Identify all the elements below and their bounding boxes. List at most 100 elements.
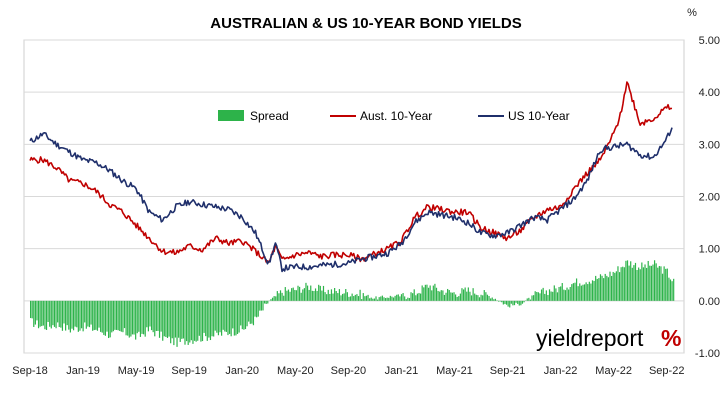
- spread-bar: [375, 296, 377, 301]
- spread-bar: [611, 275, 613, 301]
- spread-bar: [442, 290, 444, 301]
- spread-bar: [213, 300, 215, 337]
- spread-bar: [158, 300, 161, 338]
- spread-bar: [79, 300, 81, 331]
- spread-bar: [143, 300, 145, 335]
- spread-bar: [408, 298, 411, 301]
- spread-bar: [531, 295, 533, 301]
- spread-bar: [313, 291, 315, 301]
- spread-bar: [310, 285, 312, 301]
- spread-bar: [488, 295, 490, 301]
- spread-bar: [603, 278, 605, 301]
- spread-bar: [399, 296, 401, 301]
- spread-bar: [187, 300, 189, 345]
- spread-bar: [523, 300, 525, 303]
- spread-bar: [90, 300, 92, 325]
- spread-bar: [209, 300, 212, 341]
- spread-bar: [330, 289, 333, 301]
- spread-bar: [52, 300, 54, 326]
- spread-bar: [509, 300, 511, 308]
- x-tick-label: May-19: [118, 365, 155, 377]
- spread-bar: [580, 285, 582, 301]
- spread-bar: [372, 298, 374, 301]
- spread-bar: [529, 299, 532, 301]
- spread-bar: [601, 275, 603, 301]
- x-tick-label: Jan-22: [544, 365, 578, 377]
- spread-bar: [518, 300, 520, 306]
- spread-bar: [200, 300, 202, 342]
- spread-bar: [300, 292, 302, 301]
- spread-bar: [470, 295, 473, 301]
- spread-bar: [583, 284, 586, 301]
- spread-bar: [214, 300, 216, 331]
- spread-bar: [63, 300, 65, 324]
- spread-bar: [561, 283, 563, 301]
- spread-series: [30, 260, 675, 347]
- spread-bar: [155, 300, 157, 331]
- spread-bar: [195, 300, 197, 342]
- spread-bar: [517, 300, 519, 304]
- spread-bar: [308, 289, 310, 301]
- spread-bar: [415, 295, 417, 301]
- spread-bar: [221, 300, 223, 336]
- spread-bar: [233, 300, 235, 336]
- spread-bar: [486, 294, 489, 301]
- spread-bar: [568, 289, 570, 301]
- spread-bar: [71, 300, 73, 329]
- spread-bar: [365, 295, 368, 301]
- spread-bar: [513, 300, 516, 306]
- spread-bar: [448, 290, 450, 301]
- spread-bar: [558, 286, 560, 301]
- spread-bar: [203, 300, 205, 333]
- spread-bar: [246, 300, 248, 327]
- spread-bar: [665, 268, 667, 301]
- spread-bar: [599, 274, 602, 301]
- spread-bar: [95, 300, 97, 330]
- spread-bar: [451, 292, 454, 301]
- spread-bar: [606, 275, 608, 301]
- spread-bar: [283, 295, 285, 301]
- spread-bar: [58, 300, 60, 327]
- spread-bar: [394, 295, 396, 301]
- spread-bar: [82, 300, 84, 332]
- spread-bar: [256, 300, 258, 318]
- spread-bar: [653, 260, 656, 301]
- spread-bar: [275, 296, 277, 301]
- spread-bar: [127, 300, 129, 336]
- spread-bar: [337, 293, 339, 301]
- spread-bar: [389, 295, 391, 301]
- spread-bar: [657, 267, 659, 301]
- spread-bar: [566, 287, 568, 301]
- spread-bar: [329, 293, 331, 301]
- spread-bar: [618, 272, 621, 301]
- spread-bar: [41, 300, 43, 327]
- spread-bar: [182, 300, 185, 339]
- spread-bar: [254, 300, 256, 317]
- spread-bar: [392, 297, 395, 301]
- spread-bar: [555, 288, 557, 301]
- spread-bar: [322, 285, 325, 301]
- spread-bar: [55, 300, 57, 329]
- spread-bar: [53, 300, 56, 327]
- spread-bar: [128, 300, 130, 338]
- spread-bar: [636, 270, 638, 301]
- spread-bar: [445, 292, 447, 301]
- spread-bar: [49, 300, 51, 327]
- spread-bar: [396, 294, 398, 301]
- spread-bar: [60, 300, 62, 328]
- spread-bar: [569, 287, 571, 301]
- legend-label-aust: Aust. 10-Year: [360, 109, 432, 123]
- spread-bar: [184, 300, 186, 345]
- spread-bar: [485, 292, 487, 301]
- spread-bar: [136, 300, 138, 334]
- spread-bar: [588, 281, 590, 301]
- spread-bar: [135, 300, 137, 340]
- spread-bar: [39, 300, 41, 327]
- spread-bar: [475, 294, 477, 301]
- spread-bar: [149, 300, 151, 327]
- spread-bar: [76, 300, 78, 328]
- spread-bar: [133, 300, 135, 335]
- us-10-year-line: [29, 127, 673, 273]
- spread-bar: [556, 292, 559, 301]
- spread-bar: [362, 293, 364, 301]
